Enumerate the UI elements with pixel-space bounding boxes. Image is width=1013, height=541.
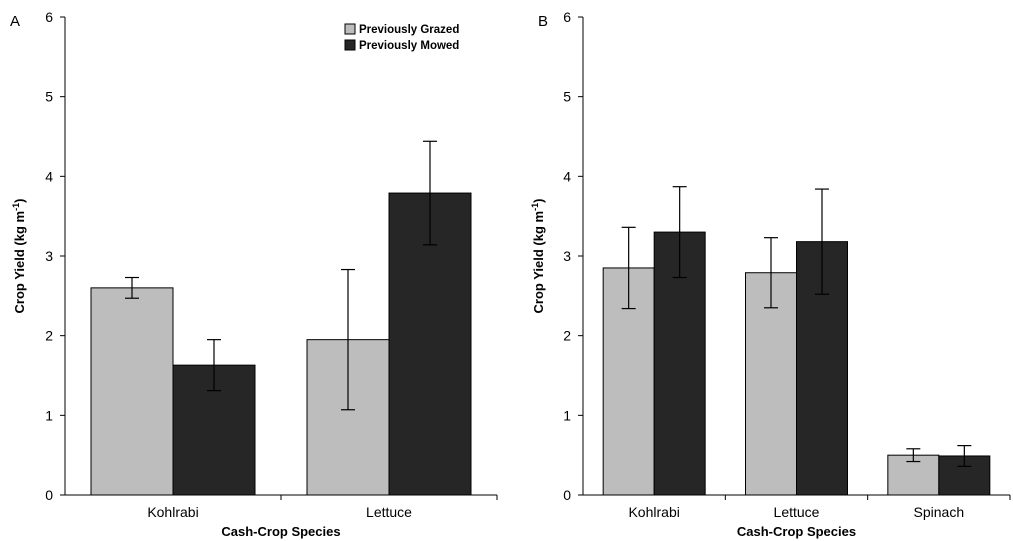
y-tick-label-0: 0 bbox=[563, 487, 571, 503]
panel-letter-a: A bbox=[10, 13, 20, 30]
y-tick-label-1: 1 bbox=[45, 407, 53, 423]
panel-letter-b: B bbox=[538, 13, 548, 30]
y-tick-label-2: 2 bbox=[563, 328, 571, 344]
x-tick-label-spinach: Spinach bbox=[914, 504, 965, 520]
x-tick-label-kohlrabi: Kohlrabi bbox=[147, 504, 198, 520]
legend: Previously Grazed Previously Mowed bbox=[344, 23, 459, 52]
y-tick-label-4: 4 bbox=[563, 168, 571, 184]
legend-swatch-grazed bbox=[344, 23, 356, 35]
y-tick-label-5: 5 bbox=[45, 89, 53, 105]
panel-a: A Kohlrabi Lettuce 0 1 2 3 4 5 6 Cash-Crop Species… bbox=[10, 9, 498, 539]
y-tick-label-2: 2 bbox=[45, 328, 53, 344]
y-axis-title-main: Crop Yield (kg m bbox=[531, 211, 546, 314]
y-tick-label-1: 1 bbox=[563, 407, 571, 423]
y-axis-title-superscript: -1 bbox=[11, 203, 21, 211]
x-tick-label-lettuce: Lettuce bbox=[366, 504, 412, 520]
y-tick-label-6: 6 bbox=[563, 9, 571, 25]
legend-label-grazed: Previously Grazed bbox=[359, 24, 459, 36]
y-axis-title-main: Crop Yield (kg m bbox=[12, 211, 27, 314]
y-tick-label-3: 3 bbox=[563, 248, 571, 264]
y-tick-label-3: 3 bbox=[45, 248, 53, 264]
x-axis-title: Cash-Crop Species bbox=[221, 524, 340, 539]
legend-swatch-mowed bbox=[344, 39, 356, 51]
y-axis-title-suffix: ) bbox=[531, 199, 546, 203]
bar-kohlrabi-grazed bbox=[90, 287, 174, 496]
y-tick-label-4: 4 bbox=[45, 168, 53, 184]
y-axis-title: Crop Yield (kg m-1) bbox=[11, 199, 27, 314]
y-tick-label-0: 0 bbox=[45, 487, 53, 503]
y-axis-title-superscript: -1 bbox=[530, 203, 540, 211]
panel-b: B Kohlrabi Lettuce Spinach 0 1 2 3 4 5 6 Cash-Crop … bbox=[530, 9, 1011, 539]
x-tick-label-lettuce: Lettuce bbox=[774, 504, 820, 520]
x-tick-label-kohlrabi: Kohlrabi bbox=[628, 504, 679, 520]
y-axis-title: Crop Yield (kg m-1) bbox=[530, 199, 546, 314]
y-tick-label-6: 6 bbox=[45, 9, 53, 25]
x-axis-title: Cash-Crop Species bbox=[737, 524, 856, 539]
bar-lettuce-grazed bbox=[745, 272, 797, 496]
y-axis-title-suffix: ) bbox=[12, 199, 27, 203]
y-tick-label-5: 5 bbox=[563, 89, 571, 105]
legend-label-mowed: Previously Mowed bbox=[359, 40, 459, 52]
